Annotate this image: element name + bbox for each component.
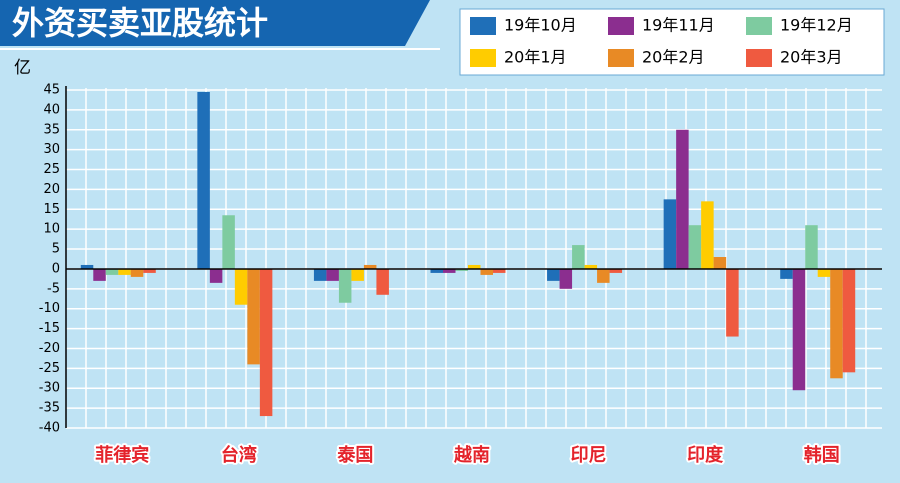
y-tick-label: -10 (39, 301, 60, 316)
y-tick-label: 35 (43, 122, 60, 137)
x-tick-label: 印尼 (571, 445, 607, 466)
bar (455, 268, 468, 271)
y-tick-label: 20 (43, 182, 60, 197)
legend-swatch (470, 49, 496, 67)
legend-label: 20年3月 (780, 48, 843, 67)
x-tick-label: 越南 (453, 444, 490, 466)
y-tick-label: -20 (39, 341, 60, 356)
bar (443, 268, 456, 273)
legend-swatch (470, 17, 496, 35)
bar (468, 264, 481, 269)
x-tick-label: 韩国 (804, 444, 840, 466)
y-tick-label: 0 (52, 261, 60, 276)
bar (701, 201, 714, 269)
y-tick-label: -5 (47, 281, 60, 296)
y-tick-label: 30 (43, 142, 60, 157)
bar (676, 129, 689, 269)
y-tick-label: 25 (43, 162, 60, 177)
bar (363, 264, 377, 269)
y-tick-label: 15 (43, 202, 60, 217)
title-banner (0, 0, 430, 46)
bar (118, 268, 131, 275)
bar (780, 268, 793, 279)
bar (480, 268, 493, 275)
bar (430, 268, 443, 273)
bar (817, 268, 831, 277)
legend-swatch (608, 17, 634, 35)
bar (338, 268, 352, 303)
x-tick-label: 印度 (687, 444, 724, 466)
legend-label: 20年2月 (642, 48, 705, 67)
bar (209, 268, 223, 283)
legend-swatch (608, 49, 634, 67)
x-tick-label: 泰国 (336, 444, 373, 466)
bar (663, 199, 677, 269)
y-tick-label: 10 (43, 222, 60, 237)
bar (197, 91, 210, 269)
bar (830, 268, 843, 379)
y-axis-unit: 亿 (14, 58, 31, 78)
y-tick-label: -35 (39, 401, 60, 416)
bar (584, 264, 598, 269)
y-tick-label: -40 (39, 421, 60, 436)
bar (313, 268, 327, 281)
bar (572, 245, 585, 269)
bar (493, 268, 506, 273)
bar (559, 268, 573, 289)
bar (547, 268, 560, 281)
y-tick-label: 45 (43, 83, 60, 98)
x-tick-label: 菲律宾 (95, 444, 149, 466)
bar (805, 225, 818, 269)
chart-title: 外资买卖亚股统计 (12, 4, 268, 42)
bar (234, 268, 248, 305)
bar (792, 268, 806, 391)
legend-label: 19年12月 (780, 16, 853, 35)
bar (222, 215, 235, 269)
bar (726, 268, 739, 337)
bar (80, 264, 94, 269)
bar (247, 268, 260, 365)
legend-label: 19年10月 (504, 16, 577, 35)
bar (713, 257, 727, 269)
y-tick-label: -30 (39, 381, 60, 396)
legend-swatch (746, 49, 772, 67)
legend-label: 20年1月 (504, 48, 567, 67)
legend-swatch (746, 17, 772, 35)
y-tick-label: -25 (39, 361, 60, 376)
bar (105, 268, 119, 275)
bar (597, 268, 610, 283)
x-tick-label: 台湾 (221, 444, 257, 466)
y-tick-label: 5 (52, 242, 60, 257)
bar (376, 268, 389, 295)
bar (143, 268, 156, 273)
bar (842, 268, 856, 373)
bar (688, 225, 702, 269)
bar (259, 268, 273, 417)
legend-box (459, 8, 885, 76)
legend-label: 19年11月 (642, 16, 715, 35)
y-tick-label: 40 (43, 102, 60, 117)
bar (130, 268, 144, 277)
bar (93, 268, 106, 281)
bar (609, 268, 623, 273)
bar (326, 268, 339, 281)
bar (351, 268, 364, 281)
y-tick-label: -15 (39, 321, 60, 336)
